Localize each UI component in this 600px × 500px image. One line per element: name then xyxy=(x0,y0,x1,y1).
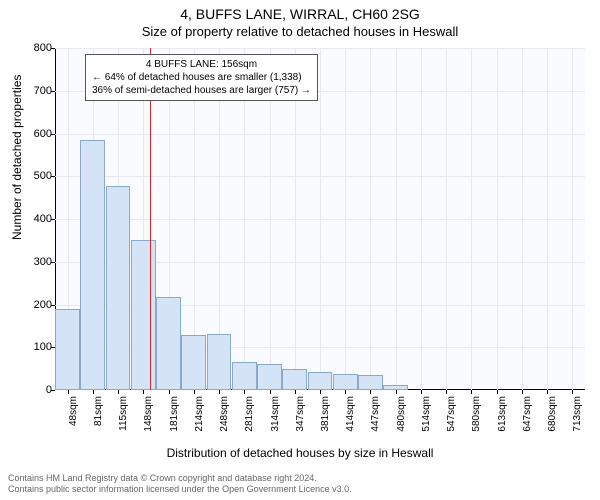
xtick-mark xyxy=(169,390,170,394)
xtick-mark xyxy=(295,390,296,394)
xtick-mark xyxy=(143,390,144,394)
xtick-mark xyxy=(118,390,119,394)
footer-line-2: Contains public sector information licen… xyxy=(8,484,352,496)
bar xyxy=(282,369,307,390)
xtick-label: 214sqm xyxy=(194,396,205,436)
bar xyxy=(207,334,232,390)
xtick-label: 414sqm xyxy=(345,396,356,436)
bar xyxy=(80,140,105,390)
gridline-v xyxy=(471,48,472,390)
xtick-mark xyxy=(68,390,69,394)
xtick-label: 281sqm xyxy=(244,396,255,436)
gridline-v xyxy=(320,48,321,390)
xtick-mark xyxy=(345,390,346,394)
xtick-mark xyxy=(244,390,245,394)
bar xyxy=(181,335,206,390)
xtick-mark xyxy=(547,390,548,394)
xtick-mark xyxy=(320,390,321,394)
xtick-label: 115sqm xyxy=(118,396,129,436)
xtick-label: 248sqm xyxy=(219,396,230,436)
ytick-label: 600 xyxy=(34,128,52,140)
xtick-label: 81sqm xyxy=(93,396,104,436)
y-axis-label: Number of detached properties xyxy=(10,75,24,240)
xtick-label: 580sqm xyxy=(471,396,482,436)
footer-text: Contains HM Land Registry data © Crown c… xyxy=(8,473,352,496)
xtick-mark xyxy=(370,390,371,394)
xtick-label: 547sqm xyxy=(446,396,457,436)
xtick-mark xyxy=(421,390,422,394)
ytick-label: 700 xyxy=(34,85,52,97)
xtick-label: 514sqm xyxy=(421,396,432,436)
xtick-mark xyxy=(471,390,472,394)
page-title: 4, BUFFS LANE, WIRRAL, CH60 2SG xyxy=(0,6,600,22)
gridline-v xyxy=(497,48,498,390)
bar xyxy=(131,240,156,390)
annotation-box: 4 BUFFS LANE: 156sqm ← 64% of detached h… xyxy=(85,54,318,101)
ytick-label: 100 xyxy=(34,341,52,353)
ytick-label: 200 xyxy=(34,299,52,311)
annotation-line-2: ← 64% of detached houses are smaller (1,… xyxy=(92,71,311,84)
xtick-label: 48sqm xyxy=(68,396,79,436)
bar xyxy=(358,375,383,390)
xtick-label: 680sqm xyxy=(547,396,558,436)
bar xyxy=(156,297,181,390)
xtick-label: 347sqm xyxy=(295,396,306,436)
xtick-label: 381sqm xyxy=(320,396,331,436)
gridline-v xyxy=(547,48,548,390)
xtick-label: 713sqm xyxy=(572,396,583,436)
ytick-label: 500 xyxy=(34,170,52,182)
xtick-mark xyxy=(396,390,397,394)
gridline-v xyxy=(522,48,523,390)
xtick-label: 480sqm xyxy=(396,396,407,436)
xtick-label: 314sqm xyxy=(270,396,281,436)
annotation-line-1: 4 BUFFS LANE: 156sqm xyxy=(92,58,311,71)
bar xyxy=(55,309,80,390)
chart-subtitle: Size of property relative to detached ho… xyxy=(0,24,600,39)
bar xyxy=(232,362,257,390)
xtick-mark xyxy=(219,390,220,394)
gridline-v xyxy=(572,48,573,390)
bar xyxy=(308,372,333,390)
xtick-label: 181sqm xyxy=(169,396,180,436)
xtick-mark xyxy=(446,390,447,394)
xtick-mark xyxy=(572,390,573,394)
xtick-label: 613sqm xyxy=(497,396,508,436)
bar xyxy=(257,364,282,391)
xtick-label: 148sqm xyxy=(143,396,154,436)
gridline-v xyxy=(421,48,422,390)
plot-area: 4 BUFFS LANE: 156sqm ← 64% of detached h… xyxy=(55,48,585,390)
xtick-label: 647sqm xyxy=(522,396,533,436)
ytick-label: 400 xyxy=(34,213,52,225)
ytick-label: 800 xyxy=(34,42,52,54)
xtick-mark xyxy=(194,390,195,394)
footer-line-1: Contains HM Land Registry data © Crown c… xyxy=(8,473,352,485)
bar xyxy=(106,186,131,390)
ytick-label: 0 xyxy=(46,384,52,396)
gridline-v xyxy=(446,48,447,390)
x-axis-label: Distribution of detached houses by size … xyxy=(0,446,600,460)
bar xyxy=(333,374,358,390)
xtick-mark xyxy=(93,390,94,394)
gridline-v xyxy=(345,48,346,390)
gridline-v xyxy=(370,48,371,390)
gridline-v xyxy=(396,48,397,390)
xtick-label: 447sqm xyxy=(370,396,381,436)
xtick-mark xyxy=(522,390,523,394)
ytick-label: 300 xyxy=(34,256,52,268)
annotation-line-3: 36% of semi-detached houses are larger (… xyxy=(92,84,311,97)
xtick-mark xyxy=(270,390,271,394)
xtick-mark xyxy=(497,390,498,394)
